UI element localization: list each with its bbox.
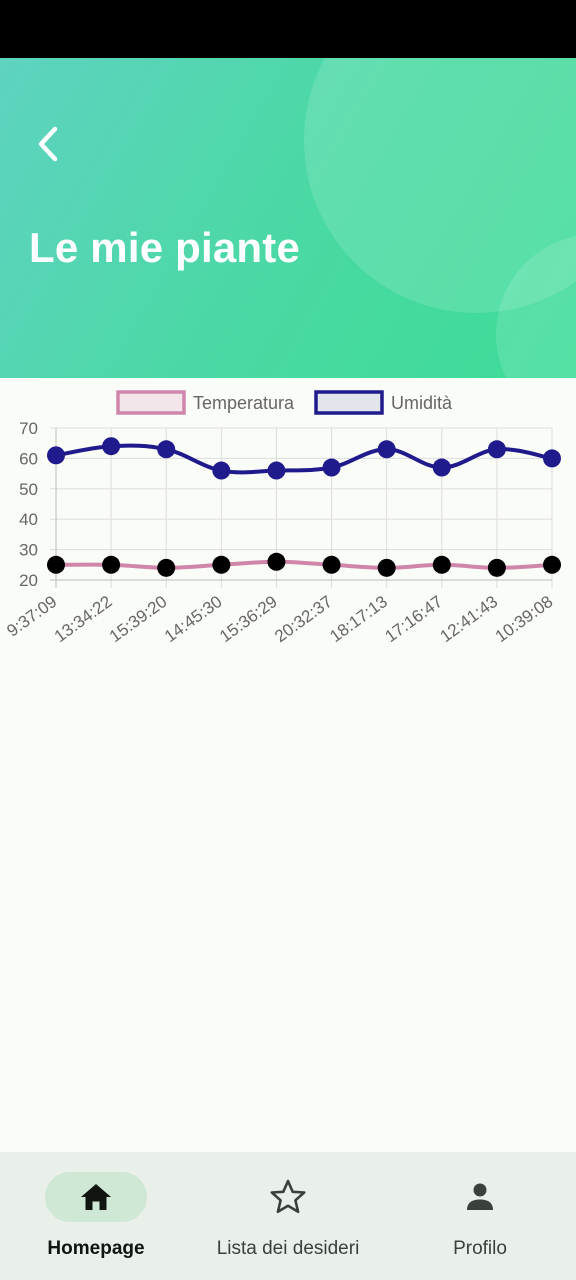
y-tick-label: 60 [19,449,38,468]
y-tick-label: 40 [19,510,38,529]
data-point-temperatura[interactable] [47,555,65,574]
data-point-umidita[interactable] [322,458,341,477]
series-line-umidita [55,443,553,475]
x-tick-label: 15:36:29 [216,592,281,646]
data-point-temperatura[interactable] [102,555,121,574]
data-point-umidita[interactable] [102,437,121,456]
x-tick-label: 20:32:37 [271,592,336,646]
legend-label[interactable]: Umidità [391,393,453,413]
nav-label-wishlist: Lista dei desideri [216,1238,360,1259]
y-tick-label: 50 [19,480,38,499]
line-chart: Temperatura Umidità 20 30 40 50 60 70 9:37:091… [3,390,561,646]
home-icon [81,1184,111,1210]
legend-label[interactable]: Temperatura [193,393,295,413]
data-point-umidita[interactable] [212,461,231,480]
header: Le mie piante [0,58,576,378]
data-point-temperatura[interactable] [377,558,396,577]
nav-icon-container [429,1172,531,1222]
nav-active-indicator [45,1172,147,1222]
legend-swatch[interactable] [314,390,384,415]
x-tick-label: 12:41:43 [437,592,502,646]
data-point-umidita[interactable] [47,446,65,465]
x-tick-label: 10:39:08 [492,592,557,646]
nav-item-homepage[interactable]: Homepage [0,1152,192,1280]
person-icon [467,1183,493,1210]
series-line-temperatura [55,559,553,570]
data-point-temperatura[interactable] [322,555,341,574]
data-point-temperatura[interactable] [212,555,231,574]
data-point-temperatura[interactable] [543,555,561,574]
nav-item-wishlist[interactable]: Lista dei desideri [192,1152,384,1280]
data-point-temperatura[interactable] [487,558,506,577]
page-title: Le mie piante [29,224,301,271]
data-point-umidita[interactable] [377,440,396,459]
nav-label-profile: Profilo [453,1238,507,1259]
chevron-left-icon [38,126,58,162]
y-axis: 20 30 40 50 60 70 [19,419,38,590]
chart-legend: Temperatura Umidità [116,390,453,415]
back-button[interactable] [22,116,74,172]
data-point-umidita[interactable] [543,449,561,468]
y-tick-label: 70 [19,419,38,438]
x-tick-label: 14:45:30 [161,592,226,646]
status-bar [0,0,576,58]
y-tick-label: 20 [19,571,38,590]
star-outline-icon [270,1179,306,1214]
x-axis: 9:37:0913:34:2215:39:2014:45:3015:36:292… [3,592,556,646]
x-tick-label: 18:17:13 [326,592,391,646]
nav-icon-container [237,1172,339,1222]
data-point-umidita[interactable] [157,440,176,459]
data-point-umidita[interactable] [487,440,506,459]
nav-item-profile[interactable]: Profilo [384,1152,576,1280]
x-tick-label: 17:16:47 [381,592,446,646]
bottom-navigation: Homepage Lista dei desideri Profilo [0,1152,576,1280]
nav-label-homepage: Homepage [47,1238,145,1259]
legend-swatch[interactable] [116,390,186,415]
chart-series [47,437,561,577]
data-point-temperatura[interactable] [157,558,176,577]
x-tick-label: 15:39:20 [106,592,171,646]
y-tick-label: 30 [19,541,38,560]
data-point-temperatura[interactable] [432,555,451,574]
data-point-umidita[interactable] [432,458,451,477]
x-tick-label: 13:34:22 [51,592,116,646]
chart-container: Temperatura Umidità 20 30 40 50 60 70 9:37:09 1… [0,378,576,678]
data-point-umidita[interactable] [267,461,286,480]
data-point-temperatura[interactable] [267,552,286,571]
